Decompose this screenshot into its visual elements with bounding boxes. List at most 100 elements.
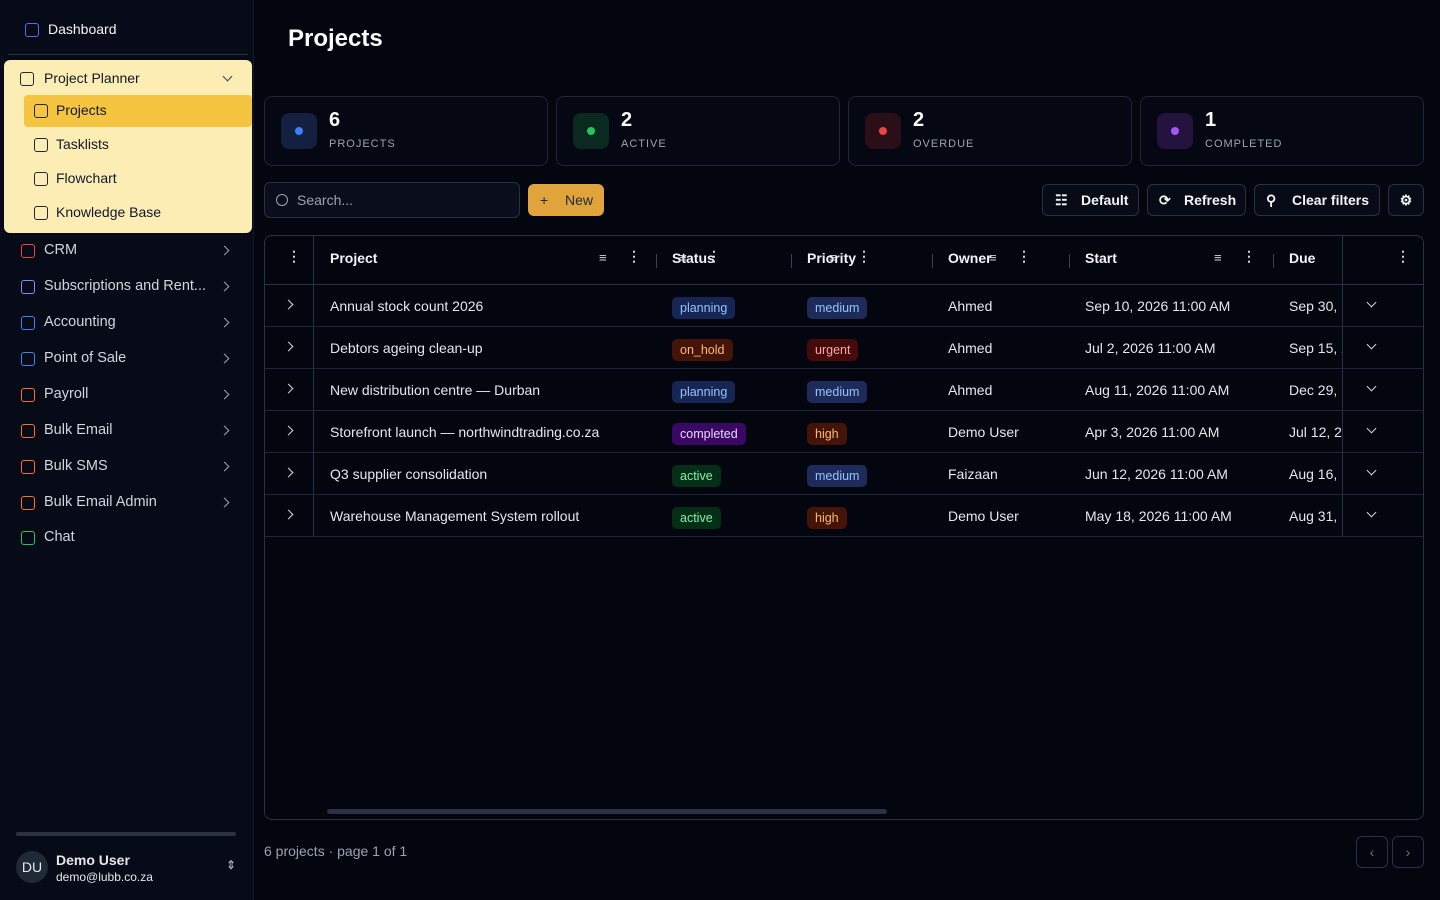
nav-item[interactable]: Bulk Email xyxy=(44,422,113,438)
badge: planning xyxy=(672,381,736,403)
filter-icon[interactable]: ≡ xyxy=(1214,250,1222,265)
button-label: Clear filters xyxy=(1292,192,1370,208)
badge: active xyxy=(672,507,721,529)
nav-subitem[interactable]: Projects xyxy=(56,102,107,118)
row-menu[interactable] xyxy=(1366,297,1377,308)
column-header: Start xyxy=(1085,250,1117,266)
cell: Demo User xyxy=(948,424,1019,440)
row-menu[interactable] xyxy=(1366,381,1377,392)
clear-filters-button[interactable]: ⚲ Clear filters xyxy=(1254,184,1380,216)
cell: Faizaan xyxy=(948,466,998,482)
expand-row[interactable] xyxy=(283,509,294,520)
nav-subitem[interactable]: Tasklists xyxy=(56,136,109,152)
icon xyxy=(21,460,35,474)
col-separator xyxy=(1273,254,1274,268)
column-menu[interactable]: ⋮ xyxy=(1396,248,1410,264)
nav-item[interactable]: Point of Sale xyxy=(44,350,127,366)
expand-row[interactable] xyxy=(283,467,294,478)
column-menu[interactable]: ⋮ xyxy=(707,248,721,264)
icon xyxy=(21,496,35,510)
badge: completed xyxy=(672,423,746,445)
stat-dot xyxy=(587,127,595,135)
search-placeholder: Search... xyxy=(297,192,354,208)
expand-row[interactable] xyxy=(283,299,294,310)
icon xyxy=(276,194,288,206)
col-separator xyxy=(656,254,657,268)
row-menu[interactable] xyxy=(1366,339,1377,350)
prev-page[interactable]: ‹ xyxy=(1356,836,1388,868)
badge: urgent xyxy=(807,339,859,361)
nav-item[interactable]: Subscriptions and Rent... xyxy=(44,278,207,294)
nav-item[interactable]: Chat xyxy=(44,529,75,545)
column-menu[interactable]: ⋮ xyxy=(1017,248,1031,264)
row-menu[interactable] xyxy=(1366,465,1377,476)
cell: Aug 11, 2026 11:00 AM xyxy=(1085,382,1230,398)
nav-item[interactable]: Bulk SMS xyxy=(44,458,108,474)
column-menu[interactable]: ⋮ xyxy=(627,248,641,264)
filter-icon[interactable]: ≡ xyxy=(599,250,607,265)
refresh-button[interactable]: ⟳ Refresh xyxy=(1147,184,1246,216)
icon xyxy=(21,531,35,545)
new-button[interactable]: + New xyxy=(528,184,604,216)
divider xyxy=(1342,236,1343,537)
default-button[interactable]: ☷ Default xyxy=(1042,184,1139,216)
icon xyxy=(21,280,35,294)
col-separator xyxy=(791,254,792,268)
stat-value: 1 xyxy=(1205,109,1217,131)
cell: Dec 29, xyxy=(1289,382,1338,398)
search-box[interactable]: Search... xyxy=(264,182,520,218)
column-menu[interactable]: ⋮ xyxy=(287,248,301,264)
row-menu[interactable] xyxy=(1366,423,1377,434)
expand-row[interactable] xyxy=(283,383,294,394)
nav-subitem[interactable]: Knowledge Base xyxy=(56,204,162,220)
cell: Sep 30, xyxy=(1289,298,1338,314)
nav-item[interactable]: Accounting xyxy=(44,314,116,330)
stat-dot xyxy=(295,127,303,135)
chevron xyxy=(219,425,230,436)
nav-dashboard[interactable]: Dashboard xyxy=(48,21,117,37)
button-label: New xyxy=(565,192,594,208)
row-menu[interactable] xyxy=(1366,507,1377,518)
cell: Ahmed xyxy=(948,298,993,314)
settings-button[interactable]: ⚙ xyxy=(1388,184,1424,216)
column-menu[interactable]: ⋮ xyxy=(857,248,871,264)
stat-icon xyxy=(1157,113,1193,149)
chevron xyxy=(219,281,230,292)
cell: Aug 31, xyxy=(1289,508,1338,524)
next-page[interactable]: › xyxy=(1392,836,1424,868)
user-name: Demo User xyxy=(56,852,130,868)
stat-icon xyxy=(573,113,609,149)
filter-icon[interactable]: ≡ xyxy=(679,250,687,265)
column-menu[interactable]: ⋮ xyxy=(1242,248,1256,264)
expand-row[interactable] xyxy=(283,341,294,352)
divider xyxy=(8,54,248,55)
divider xyxy=(313,236,314,537)
icon xyxy=(34,206,48,220)
cell: New distribution centre — Durban xyxy=(330,382,541,398)
badge: medium xyxy=(807,297,868,319)
stat-value: 2 xyxy=(621,109,633,131)
col-separator xyxy=(1069,254,1070,268)
table: ⋮ ⋮ Project ≡ ⋮ Status ≡ ⋮ Priority ≡ ⋮ Owner ≡ ⋮ St… xyxy=(264,235,1424,820)
user-menu[interactable]: ⇕ xyxy=(226,858,237,872)
cell: Jun 12, 2026 11:00 AM xyxy=(1085,466,1228,482)
expand-row[interactable] xyxy=(283,425,294,436)
filter-icon[interactable]: ≡ xyxy=(989,250,997,265)
active-item-bg xyxy=(24,95,252,127)
nav-subitem[interactable]: Flowchart xyxy=(56,170,117,186)
button-label: Default xyxy=(1081,192,1129,208)
nav-group-title[interactable]: Project Planner xyxy=(44,70,140,86)
nav-item[interactable]: Bulk Email Admin xyxy=(44,494,157,510)
stat-dot xyxy=(1171,127,1179,135)
filter-icon[interactable]: ≡ xyxy=(829,250,837,265)
page-title: Projects xyxy=(288,25,383,52)
button-label: Refresh xyxy=(1184,192,1237,208)
cell: Sep 10, 2026 11:00 AM xyxy=(1085,298,1231,314)
cell: Warehouse Management System rollout xyxy=(330,508,580,524)
nav-item[interactable]: CRM xyxy=(44,242,78,258)
nav-item[interactable]: Payroll xyxy=(44,386,89,402)
badge: medium xyxy=(807,381,868,403)
badge: high xyxy=(807,423,847,445)
cell: Sep 15, 2 xyxy=(1289,340,1342,356)
